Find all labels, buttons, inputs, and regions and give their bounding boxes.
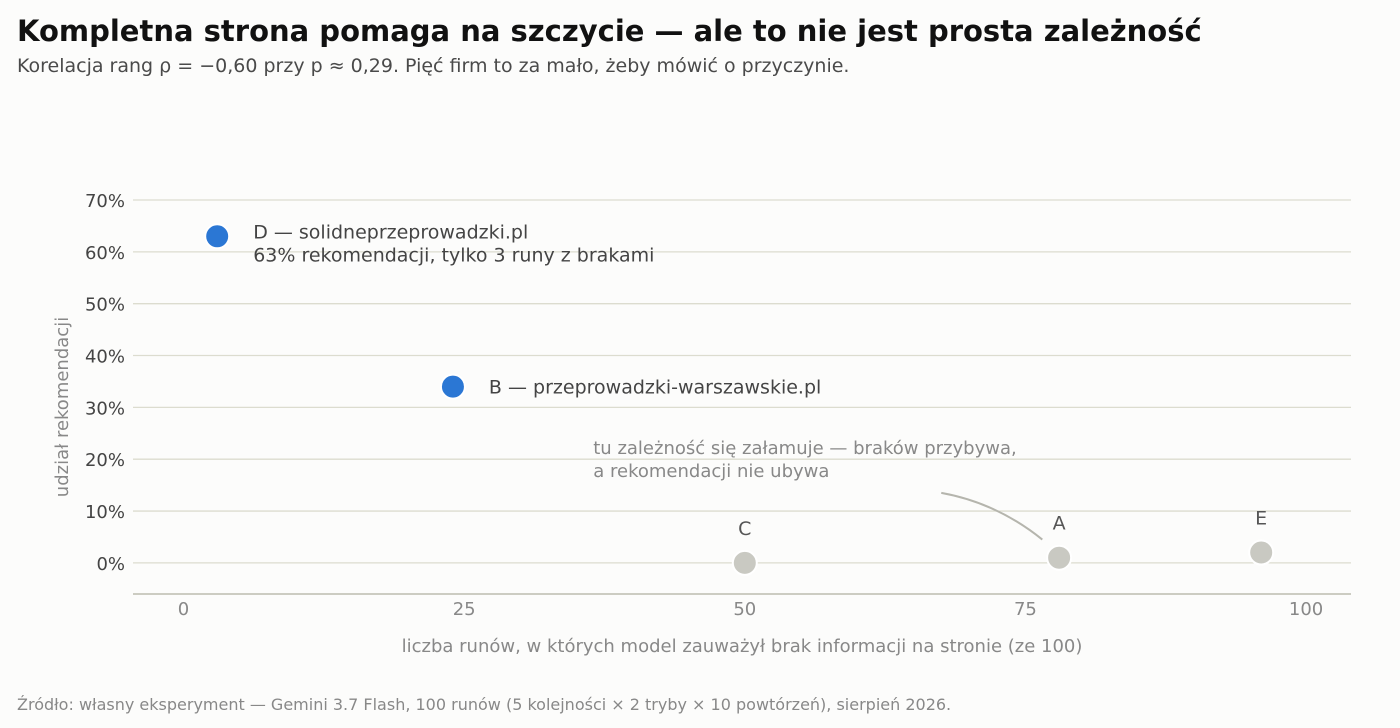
data-point-d (204, 223, 231, 250)
point-label-d: D — solidneprzeprowadzki.pl (253, 221, 528, 243)
point-label-e: E (1255, 508, 1267, 530)
y-tick-label: 60% (85, 243, 125, 264)
chart-subtitle: Korelacja rang ρ = −0,60 przy p ≈ 0,29. … (17, 55, 850, 77)
y-tick-label: 70% (85, 191, 125, 212)
data-point-b (439, 373, 466, 400)
annotation-text: a rekomendacji nie ubywa (593, 461, 829, 482)
point-label-d: 63% rekomendacji, tylko 3 runy z brakami (253, 244, 654, 266)
point-label-b: B — przeprowadzki-warszawskie.pl (489, 377, 821, 399)
x-axis-title: liczba runów, w których model zauważył b… (402, 636, 1083, 657)
chart-title: Kompletna strona pomaga na szczycie — al… (17, 14, 1202, 48)
x-tick-label: 50 (733, 599, 756, 620)
annotation-arrow (941, 491, 1043, 541)
y-tick-label: 50% (85, 295, 125, 316)
x-tick-label: 25 (453, 599, 476, 620)
annotation-text: tu zależność się załamuje — braków przyb… (593, 438, 1016, 459)
y-tick-label: 40% (85, 347, 125, 368)
y-tick-label: 0% (96, 554, 125, 575)
x-tick-label: 0 (178, 599, 189, 620)
data-point-e (1248, 539, 1275, 566)
y-axis-title: udział rekomendacji (52, 317, 73, 497)
y-tick-label: 30% (85, 398, 125, 419)
x-tick-label: 75 (1014, 599, 1037, 620)
x-tick-label: 100 (1289, 599, 1323, 620)
y-tick-label: 20% (85, 450, 125, 471)
source-note: Źródło: własny eksperyment — Gemini 3.7 … (17, 695, 952, 714)
point-label-c: C (738, 518, 751, 540)
data-point-c (731, 549, 758, 576)
data-point-a (1046, 544, 1073, 571)
y-tick-label: 10% (85, 502, 125, 523)
point-label-a: A (1053, 513, 1066, 535)
